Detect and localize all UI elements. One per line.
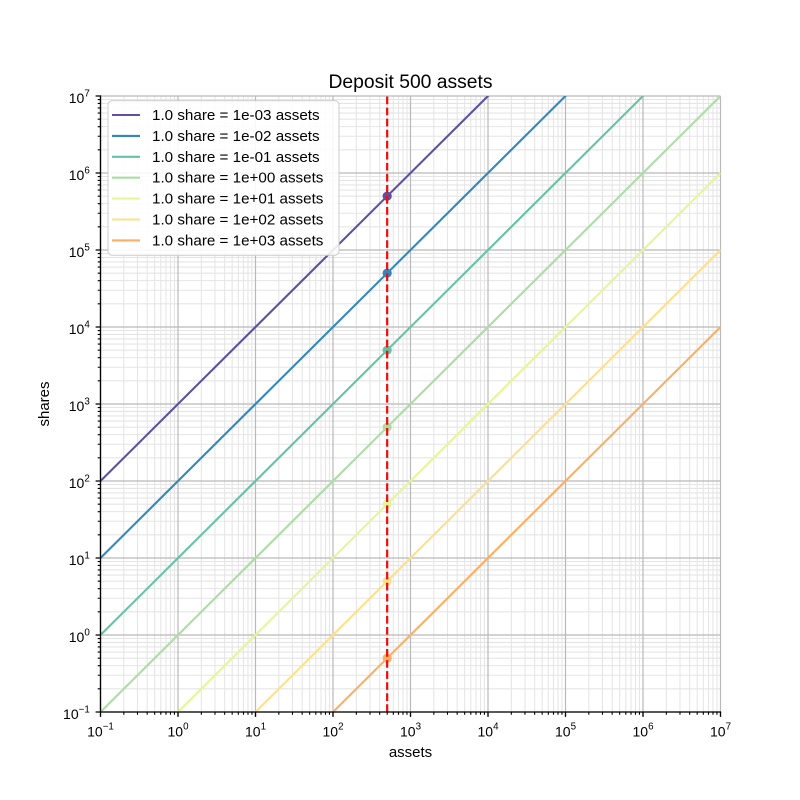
svg-text:1.0 share = 1e+01 assets: 1.0 share = 1e+01 assets: [152, 191, 324, 208]
svg-text:1.0 share = 1e+03 assets: 1.0 share = 1e+03 assets: [152, 232, 324, 249]
svg-text:1.0 share = 1e-02 assets: 1.0 share = 1e-02 assets: [152, 128, 320, 145]
svg-text:1.0 share = 1e-03 assets: 1.0 share = 1e-03 assets: [152, 107, 320, 124]
svg-text:shares: shares: [36, 381, 53, 426]
svg-text:1.0 share = 1e+00 assets: 1.0 share = 1e+00 assets: [152, 170, 324, 187]
svg-text:Deposit 500 assets: Deposit 500 assets: [329, 72, 493, 93]
svg-text:assets: assets: [389, 744, 432, 761]
svg-text:1.0 share = 1e+02 assets: 1.0 share = 1e+02 assets: [152, 212, 324, 229]
svg-text:1.0 share = 1e-01 assets: 1.0 share = 1e-01 assets: [152, 149, 320, 166]
